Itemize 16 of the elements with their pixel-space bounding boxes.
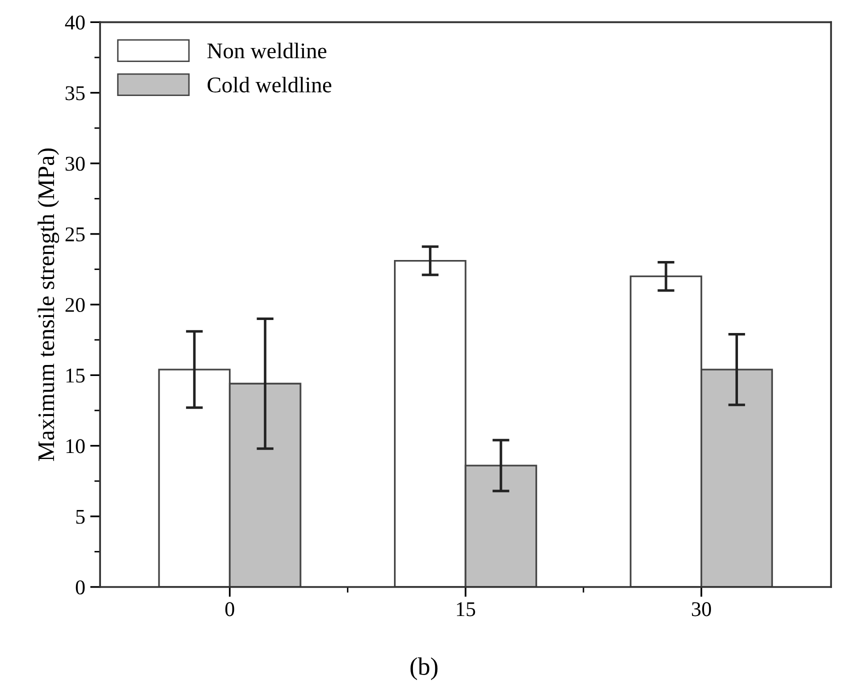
y-tick-label: 25 bbox=[66, 227, 85, 242]
x-tick-label: 30 bbox=[692, 602, 711, 616]
y-tick-label: 30 bbox=[66, 156, 85, 171]
x-tick-label: 15 bbox=[456, 602, 476, 616]
y-axis-title: Maximum tensile strength (MPa) bbox=[38, 148, 60, 461]
y-tick-label: 10 bbox=[66, 439, 85, 454]
text: (b) bbox=[410, 657, 438, 680]
y-tick-label: 5 bbox=[76, 510, 85, 524]
legend-label: Non weldline bbox=[207, 42, 326, 58]
x-tick-label: 0 bbox=[225, 602, 234, 616]
y-tick-label: 15 bbox=[66, 368, 85, 383]
y-tick-label: 0 bbox=[76, 580, 85, 594]
y-tick-label: 20 bbox=[66, 298, 85, 312]
y-tick-label: 40 bbox=[65, 16, 85, 30]
legend-label: Cold weldline bbox=[208, 76, 332, 92]
y-tick-label: 35 bbox=[66, 86, 85, 100]
